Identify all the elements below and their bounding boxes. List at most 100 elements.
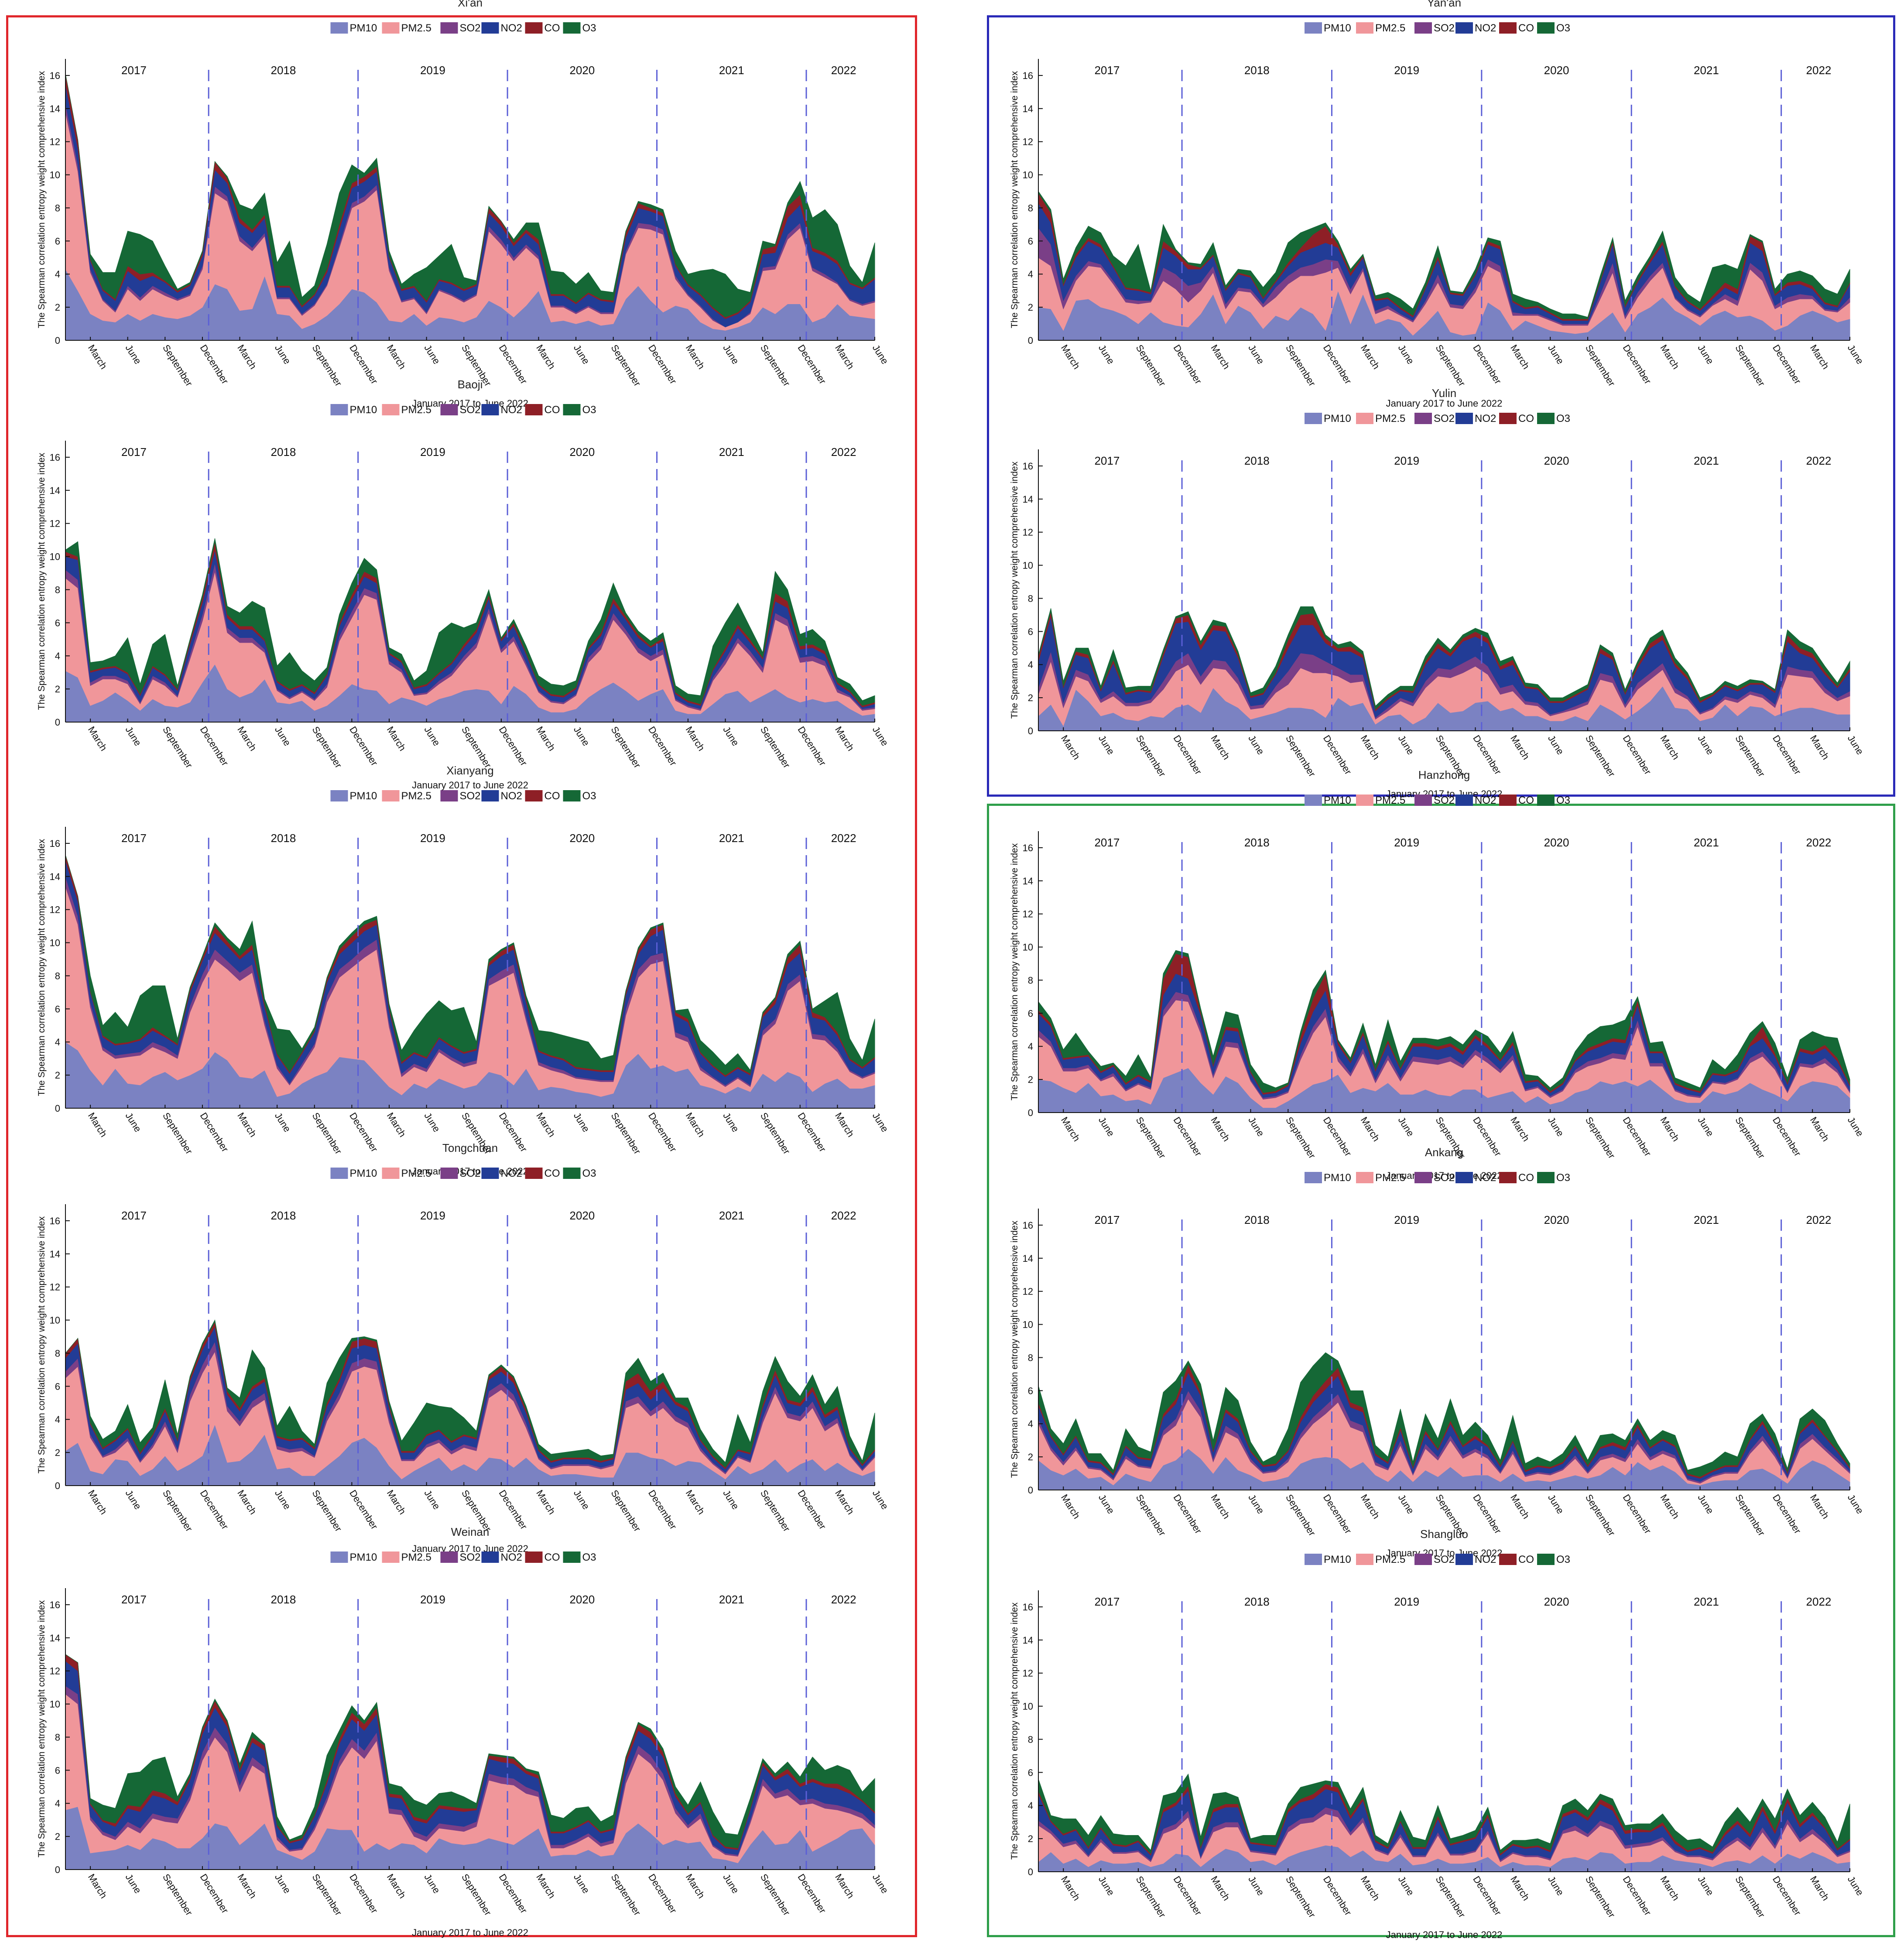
x-tick-label: December [1321,1874,1354,1917]
x-tick-label: June [1695,1874,1716,1897]
y-tick-label: 2 [55,1070,60,1081]
legend-label: CO [1518,1554,1534,1565]
legend-swatch-pm25 [382,790,400,801]
x-tick-label: March [1808,1874,1832,1902]
y-tick-label: 16 [50,452,60,463]
x-tick-label: June [123,1488,143,1511]
x-tick-label: September [758,1488,792,1534]
legend-swatch-so2 [1414,22,1432,34]
year-label: 2018 [1244,454,1270,467]
x-tick-label: December [1471,342,1503,386]
x-tick-label: September [310,342,344,388]
x-tick-label: September [161,1488,195,1534]
y-axis-label: The Spearman correlation entropy weight … [1010,843,1020,1100]
chart-title: Weinan [451,1525,490,1538]
legend-swatch-co [525,1551,543,1563]
x-tick-label: March [1059,342,1082,371]
x-tick-label: December [1171,733,1204,776]
legend: PM10 PM2.5 SO2 NO2 CO O3 [330,22,596,34]
x-tick-label: June [123,342,143,366]
x-tick-label: December [1471,1492,1503,1535]
area-o3 [1038,1773,1850,1854]
year-label: 2018 [271,1209,296,1222]
legend-swatch-pm10 [330,22,348,34]
chart-title: Yulin [1432,387,1456,400]
year-label: 2019 [1394,64,1419,77]
x-tick-label: March [1508,1115,1532,1143]
year-label: 2021 [1694,836,1719,849]
chart-panel-hanzhong: Hanzhong PM10 PM2.5 SO2 NO2 CO O3 2017 2018 2019 2… [1010,768,1866,1181]
x-tick-label: June [1396,1115,1416,1138]
legend-label: PM2.5 [401,22,431,34]
y-tick-label: 16 [1023,70,1033,81]
year-label: 2021 [1694,454,1719,467]
x-axis-label: January 2017 to June 2022 [412,1166,528,1177]
legend-label: SO2 [1434,413,1455,425]
y-tick-label: 12 [1023,137,1033,147]
legend-swatch-no2 [481,22,499,34]
x-tick-label: December [1171,1874,1204,1917]
area-o3 [65,1654,875,1849]
x-tick-label: September [609,342,643,388]
chart-title: Xi'an [458,0,483,9]
x-tick-label: September [609,724,643,770]
y-tick-label: 2 [1028,1833,1033,1844]
legend-swatch-co [1499,413,1517,424]
x-tick-label: September [1134,1874,1168,1920]
y-tick-label: 0 [55,335,60,346]
y-tick-label: 6 [55,236,60,247]
x-tick-label: March [1359,1115,1382,1143]
x-tick-label: March [385,1110,408,1139]
x-tick-label: March [86,1488,110,1516]
stacked-areas [1038,1601,1850,1872]
legend-label: CO [544,404,560,416]
legend-swatch-so2 [440,404,458,415]
legend-label: O3 [1556,1172,1570,1184]
year-label: 2021 [719,832,744,845]
legend-swatch-pm25 [1356,795,1373,806]
y-tick-label: 8 [55,584,60,595]
area-o3 [1038,950,1850,1093]
x-tick-label: March [833,1110,856,1139]
legend-label: NO2 [1475,22,1496,34]
y-axis-label: The Spearman correlation entropy weight … [1010,1220,1020,1478]
x-tick-label: December [1621,733,1654,776]
y-tick-label: 16 [1023,843,1033,853]
x-tick-label: June [721,1488,741,1511]
year-label: 2017 [121,1209,147,1222]
legend-swatch-o3 [1537,1172,1555,1183]
legend-swatch-pm10 [330,1551,348,1563]
x-tick-label: December [1471,733,1503,776]
chart-title: Hanzhong [1418,768,1470,781]
y-tick-label: 4 [1028,269,1033,280]
x-tick-label: September [1433,342,1467,388]
x-tick-label: September [1733,1492,1767,1538]
legend-swatch-so2 [440,790,458,801]
legend-swatch-o3 [563,790,581,801]
legend-label: NO2 [1475,1172,1496,1184]
x-tick-label: June [572,1872,592,1895]
x-axis-label: January 2017 to June 2022 [1386,788,1503,799]
legend: PM10 PM2.5 SO2 NO2 CO O3 [1305,1554,1570,1565]
x-tick-label: June [273,342,293,366]
year-label: 2020 [569,445,595,459]
legend: PM10 PM2.5 SO2 NO2 CO O3 [330,1168,596,1179]
x-tick-label: March [1508,733,1532,761]
legend-label: SO2 [1434,795,1455,806]
x-tick-label: June [273,724,293,748]
stacked-areas [1038,460,1850,731]
x-tick-label: June [1846,342,1866,366]
year-label: 2017 [121,64,147,77]
x-tick-label: March [1808,1492,1832,1521]
x-tick-label: March [684,1110,707,1139]
year-label: 2022 [831,832,856,845]
year-label: 2022 [831,445,856,459]
x-tick-label: March [1808,733,1832,761]
legend-label: NO2 [501,1551,522,1563]
legend-swatch-o3 [1537,795,1555,806]
legend-label: PM10 [350,790,377,802]
x-tick-label: September [459,1872,493,1918]
legend-swatch-o3 [1537,1554,1555,1565]
x-tick-label: December [497,342,530,386]
